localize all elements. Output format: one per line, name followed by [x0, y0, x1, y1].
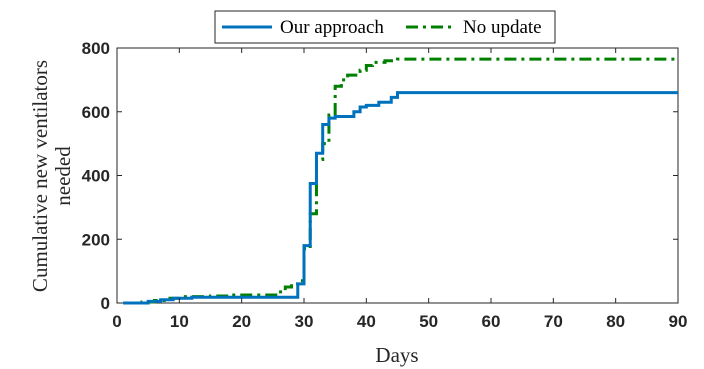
series-layer [123, 57, 678, 305]
x-tick-label: 50 [419, 312, 438, 331]
x-tick-label: 90 [669, 312, 688, 331]
x-tick-label: 70 [544, 312, 563, 331]
y-tick-label: 600 [82, 103, 110, 122]
x-axis: 0 10 20 30 40 50 60 70 80 90 [112, 48, 687, 331]
legend: Our approach No update [214, 10, 556, 44]
x-tick-label: 10 [170, 312, 189, 331]
y-tick-label: 0 [101, 294, 110, 313]
x-tick-label: 40 [357, 312, 376, 331]
plot-area [116, 47, 679, 305]
x-tick-label: 20 [232, 312, 251, 331]
legend-label-our-approach: Our approach [280, 17, 384, 38]
x-tick-label: 80 [606, 312, 625, 331]
y-axis: 0 200 400 600 800 [82, 39, 678, 313]
y-axis-title: Cumulative new ventilators needed [28, 60, 75, 292]
y-tick-label: 200 [82, 230, 110, 249]
y-axis-title-line-1: Cumulative new ventilators [28, 60, 52, 292]
y-tick-label: 800 [82, 39, 110, 58]
x-axis-title: Days [375, 343, 418, 367]
plot-frame [116, 47, 679, 304]
y-axis-title-line-2: needed [51, 146, 75, 206]
x-tick-label: 0 [112, 312, 121, 331]
x-tick-label: 30 [295, 312, 314, 331]
x-tick-label: 60 [482, 312, 501, 331]
legend-label-no-update: No update [463, 17, 542, 38]
series-line-our-approach [123, 91, 678, 305]
y-tick-label: 400 [82, 167, 110, 186]
